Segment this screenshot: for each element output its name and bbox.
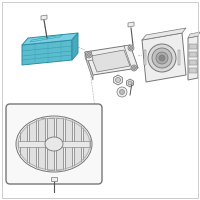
Polygon shape	[29, 118, 36, 170]
Polygon shape	[20, 118, 27, 170]
Circle shape	[128, 81, 132, 85]
Circle shape	[120, 90, 124, 95]
Polygon shape	[38, 118, 45, 170]
Polygon shape	[142, 28, 186, 40]
Circle shape	[86, 52, 92, 58]
Polygon shape	[74, 118, 81, 170]
Polygon shape	[188, 32, 200, 38]
Polygon shape	[188, 36, 198, 80]
Circle shape	[159, 55, 165, 61]
Polygon shape	[128, 22, 134, 27]
Circle shape	[117, 87, 127, 97]
Circle shape	[156, 52, 168, 64]
Circle shape	[130, 46, 132, 49]
Circle shape	[128, 45, 134, 51]
Polygon shape	[47, 118, 54, 170]
Polygon shape	[85, 45, 138, 75]
Polygon shape	[51, 177, 57, 181]
Circle shape	[152, 48, 172, 68]
Polygon shape	[65, 118, 72, 170]
Polygon shape	[114, 75, 122, 85]
Polygon shape	[127, 79, 133, 87]
Bar	[178, 50, 180, 65]
Polygon shape	[85, 51, 93, 61]
Ellipse shape	[16, 116, 92, 172]
Circle shape	[116, 77, 120, 82]
Bar	[189, 68, 197, 73]
Bar	[189, 60, 197, 65]
Polygon shape	[56, 118, 63, 170]
Circle shape	[148, 44, 176, 72]
Bar	[189, 44, 197, 49]
Ellipse shape	[45, 137, 63, 151]
Polygon shape	[83, 118, 90, 170]
Polygon shape	[41, 15, 47, 20]
FancyBboxPatch shape	[6, 104, 102, 184]
Bar	[189, 52, 197, 57]
Polygon shape	[142, 33, 186, 82]
Polygon shape	[18, 141, 90, 147]
Polygon shape	[22, 33, 78, 45]
Polygon shape	[22, 40, 72, 65]
Bar	[144, 50, 146, 65]
Polygon shape	[30, 35, 62, 42]
Polygon shape	[124, 45, 138, 69]
Circle shape	[88, 53, 90, 56]
Polygon shape	[91, 50, 130, 72]
Circle shape	[132, 66, 136, 70]
Polygon shape	[85, 52, 93, 80]
Polygon shape	[72, 33, 78, 60]
Circle shape	[131, 65, 137, 71]
